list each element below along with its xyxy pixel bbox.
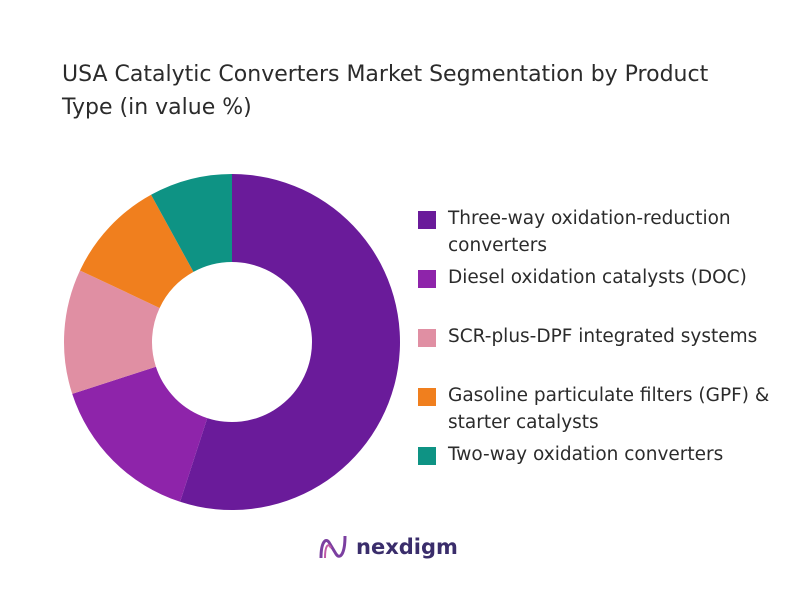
legend-swatch (418, 388, 436, 406)
legend-item: Two-way oxidation converters (418, 441, 788, 500)
legend-item: Diesel oxidation catalysts (DOC) (418, 264, 788, 323)
legend-label: Three-way oxidation-reduction converters (448, 208, 731, 256)
legend-swatch (418, 211, 436, 229)
legend: Three-way oxidation-reduction converters… (418, 205, 788, 500)
legend-item: Three-way oxidation-reduction converters (418, 205, 788, 264)
brand-logo (319, 535, 347, 559)
legend-swatch (418, 447, 436, 465)
slice (180, 174, 400, 510)
slice (72, 366, 208, 502)
slice (79, 194, 194, 308)
brand-text: nexdigm (356, 535, 458, 559)
legend-label: Two-way oxidation converters (448, 444, 724, 465)
legend-item: SCR-plus-DPF integrated systems (418, 323, 788, 382)
legend-swatch (418, 270, 436, 288)
legend-label: SCR-plus-DPF integrated systems (448, 326, 758, 347)
slice (151, 174, 232, 272)
brand: nexdigm (318, 532, 458, 562)
legend-swatch (418, 329, 436, 347)
slice (63, 270, 160, 394)
legend-label: Gasoline particulate filters (GPF) & sta… (448, 385, 770, 433)
chart-title: USA Catalytic Converters Market Segmenta… (62, 62, 709, 120)
legend-item: Gasoline particulate filters (GPF) & sta… (418, 382, 788, 441)
legend-label: Diesel oxidation catalysts (DOC) (448, 267, 747, 288)
